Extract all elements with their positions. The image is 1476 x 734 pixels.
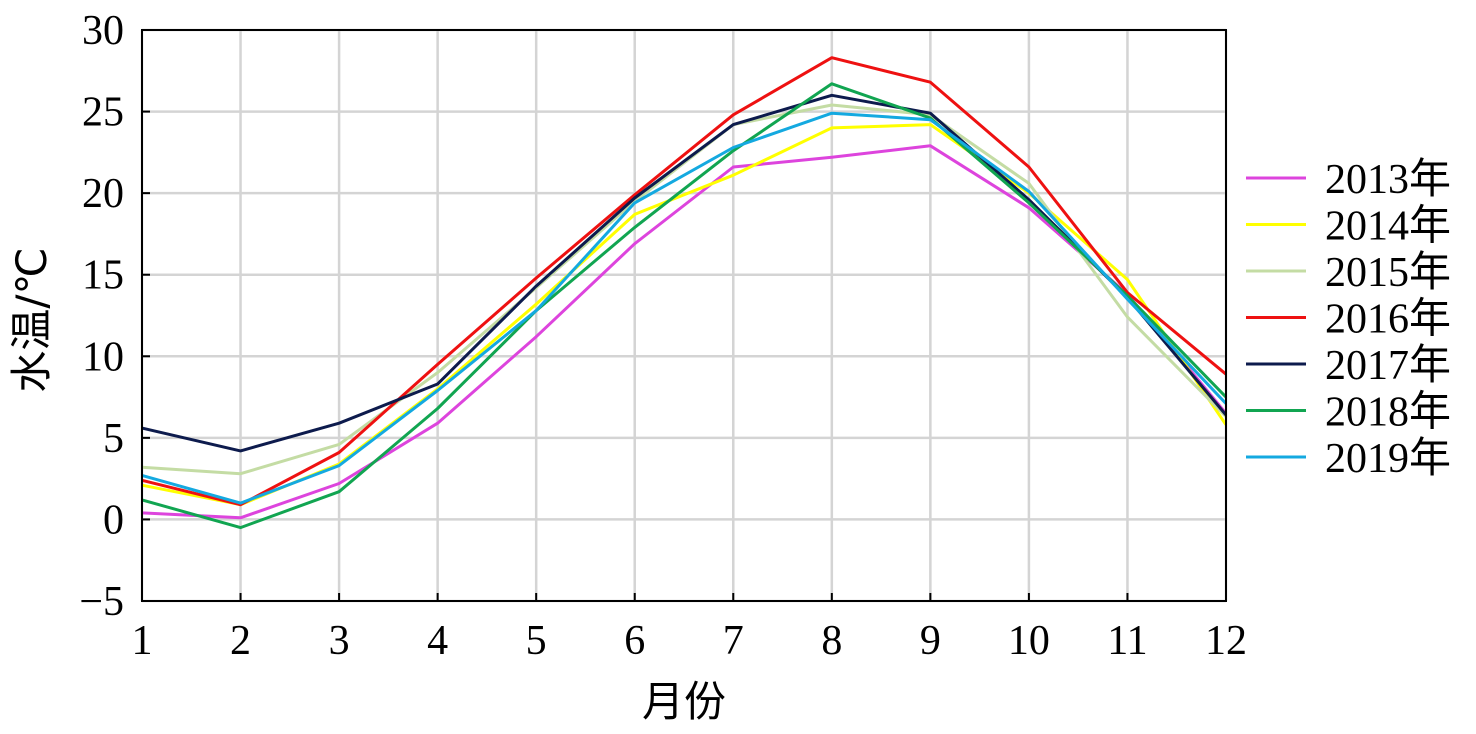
y-tick-label: 10 [82,334,124,380]
x-tick-label: 2 [230,618,251,664]
series-line-2017年 [141,93,1228,453]
x-tick-label: 10 [1008,618,1050,664]
series-line-2013年 [141,144,1228,520]
x-tick-label: 1 [132,618,153,664]
legend-label: 2014年 [1325,203,1451,250]
grid [140,28,1228,603]
legend-label: 2017年 [1325,342,1451,389]
y-tick-label: 30 [82,8,124,54]
x-tick-label: 11 [1107,618,1147,664]
y-tick-label: 0 [103,497,124,543]
y-axis-ticks: −5 0 5 10 15 20 25 30 [79,8,150,625]
x-tick-label: 5 [526,618,547,664]
y-tick-label: 25 [82,90,124,136]
legend-label: 2013年 [1325,156,1451,203]
x-tick-label: 3 [329,618,350,664]
legend-label: 2016年 [1325,296,1451,343]
series-lines [141,56,1228,530]
series-line-2016年 [141,56,1227,507]
x-tick-label: 7 [723,618,744,664]
legend-label: 2019年 [1325,435,1451,482]
plot-frame [141,29,1227,602]
x-tick-label: 8 [821,618,842,664]
legend-label: 2018年 [1325,389,1451,436]
x-tick-label: 6 [624,618,645,664]
x-tick-label: 4 [427,618,448,664]
y-tick-label: 20 [82,171,124,217]
y-axis-title: 水温/℃ [7,247,56,392]
x-axis-ticks: 1 2 3 4 5 6 7 8 9 10 11 12 [132,593,1247,664]
y-tick-label: −5 [79,579,124,625]
x-tick-label: 9 [920,618,941,664]
series-line-2014年 [141,123,1228,507]
series-line-2018年 [141,82,1228,530]
x-axis-title: 月份 [642,677,726,726]
series-line-2019年 [141,111,1228,505]
x-tick-label: 12 [1205,618,1247,664]
legend-label: 2015年 [1325,249,1451,296]
y-tick-label: 15 [82,253,124,299]
y-tick-label: 5 [103,416,124,462]
